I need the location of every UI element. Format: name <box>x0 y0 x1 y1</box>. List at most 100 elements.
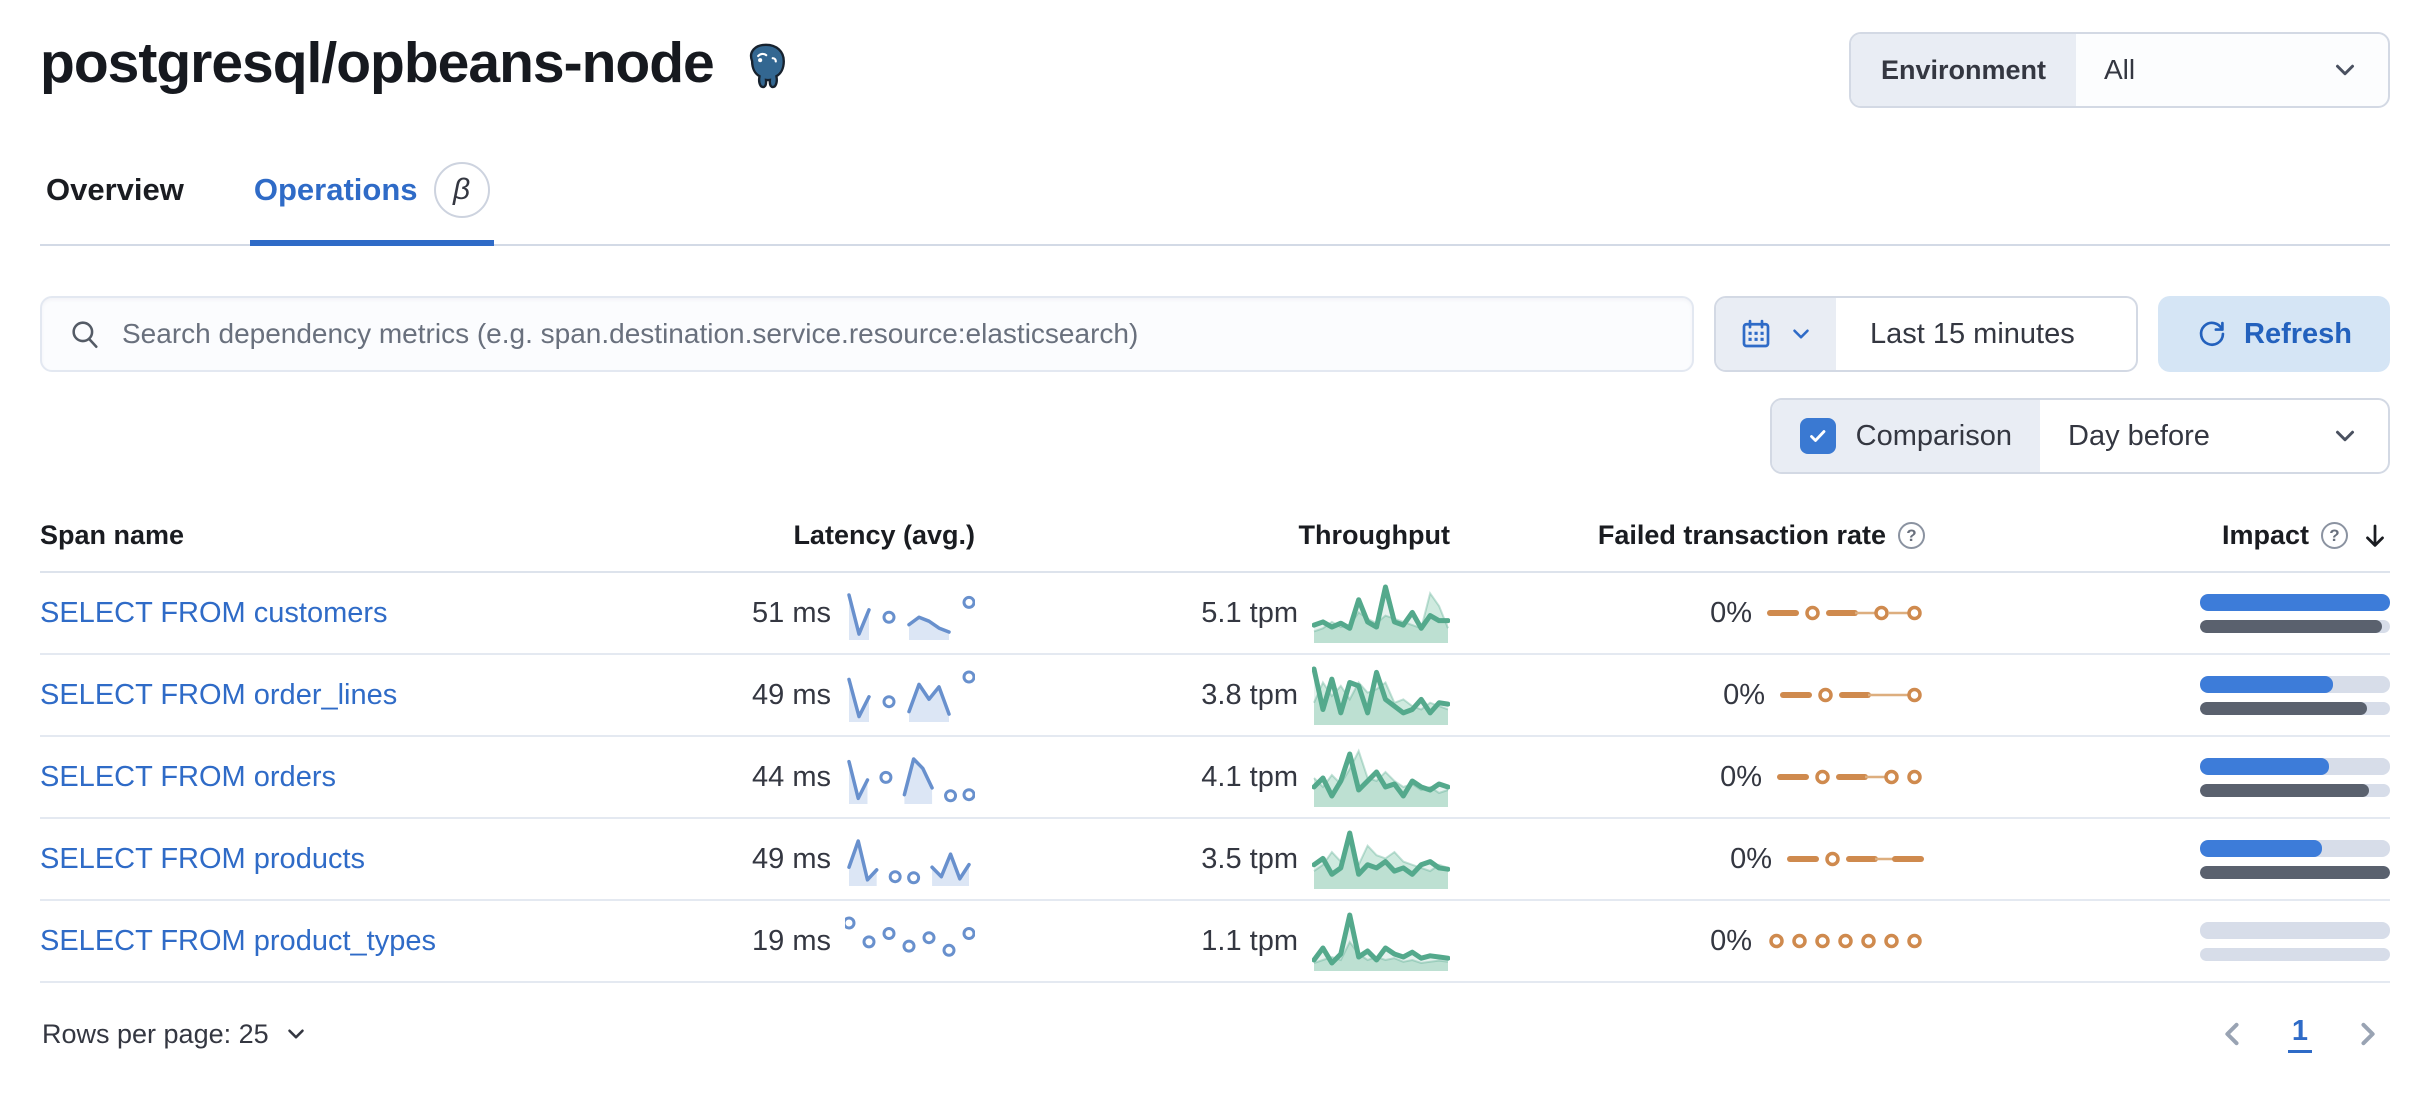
apm-dependency-page: postgresql/opbeans-node Environment All … <box>40 31 2390 1055</box>
throughput-value: 3.5 tpm <box>1201 842 1298 875</box>
throughput-sparkline <box>1312 584 1450 643</box>
chevron-down-icon <box>2336 430 2354 442</box>
rows-per-page-button[interactable]: Rows per page: 25 <box>42 1019 309 1050</box>
search-input[interactable] <box>122 318 1666 350</box>
failed-rate-sparkline <box>1777 769 1922 785</box>
page-title: postgresql/opbeans-node <box>40 31 715 95</box>
time-picker: Last 15 minutes <box>1714 296 2138 372</box>
chevron-down-icon <box>1793 329 1809 339</box>
impact-bar-previous <box>2200 701 2390 715</box>
impact-bar-previous <box>2200 619 2390 633</box>
environment-select[interactable]: All <box>2076 34 2388 106</box>
calendar-icon <box>1742 319 1770 348</box>
help-icon: ? <box>2321 522 2348 549</box>
impact-bar-current <box>2200 839 2390 857</box>
refresh-button[interactable]: Refresh <box>2158 296 2390 372</box>
comparison-select-value: Day before <box>2068 419 2210 452</box>
time-range-value[interactable]: Last 15 minutes <box>1870 317 2075 350</box>
throughput-value: 1.1 tpm <box>1201 924 1298 957</box>
impact-bar-current <box>2200 757 2390 775</box>
span-name-link[interactable]: SELECT FROM orders <box>40 760 336 793</box>
failed-rate-value: 0% <box>1710 596 1752 629</box>
next-page-button[interactable] <box>2346 1013 2388 1055</box>
tab-operations-label: Operations <box>253 172 418 207</box>
rows-per-page-label: Rows per page: 25 <box>42 1018 269 1049</box>
comparison-label: Comparison <box>1855 419 2012 452</box>
failed-rate-sparkline <box>1787 851 1924 867</box>
failed-rate-value: 0% <box>1730 842 1772 875</box>
latency-value: 49 ms <box>752 678 831 711</box>
failed-rate-sparkline <box>1767 605 1922 621</box>
throughput-sparkline <box>1312 748 1450 807</box>
impact-bars <box>2200 593 2390 633</box>
throughput-value: 4.1 tpm <box>1201 760 1298 793</box>
table-row: SELECT FROM order_lines 49 ms 3.8 tpm 0% <box>40 655 2390 737</box>
latency-sparkline <box>847 839 971 886</box>
environment-filter-label: Environment <box>1850 34 2076 106</box>
span-name-link[interactable]: SELECT FROM customers <box>40 596 388 629</box>
column-header-throughput: Throughput <box>1298 520 1450 550</box>
comparison-select[interactable]: Day before <box>2040 400 2388 472</box>
impact-bars <box>2200 921 2390 961</box>
throughput-sparkline <box>1312 912 1450 971</box>
latency-sparkline <box>845 916 975 957</box>
impact-bars <box>2200 757 2390 797</box>
latency-value: 19 ms <box>752 924 831 957</box>
latency-value: 49 ms <box>752 842 831 875</box>
latency-sparkline <box>847 593 975 640</box>
table-row: SELECT FROM products 49 ms 3.5 tpm 0% <box>40 819 2390 901</box>
comparison-checkbox[interactable] <box>1799 418 1836 454</box>
impact-bar-current <box>2200 921 2390 939</box>
latency-value: 51 ms <box>752 596 831 629</box>
column-header-latency: Latency (avg.) <box>793 520 975 550</box>
table-row: SELECT FROM product_types 19 ms 1.1 tpm … <box>40 901 2390 983</box>
table-row: SELECT FROM customers 51 ms 5.1 tpm 0% <box>40 573 2390 655</box>
check-icon <box>1809 430 1826 442</box>
postgresql-logo-icon <box>749 43 785 89</box>
impact-bar-previous <box>2200 947 2390 961</box>
span-name-link[interactable]: SELECT FROM order_lines <box>40 678 398 711</box>
tab-overview[interactable]: Overview <box>42 162 188 244</box>
environment-select-value: All <box>2104 54 2136 85</box>
table-row: SELECT FROM orders 44 ms 4.1 tpm 0% <box>40 737 2390 819</box>
beta-badge: β <box>433 162 490 218</box>
previous-page-button[interactable] <box>2212 1013 2254 1055</box>
tab-operations[interactable]: Operations β <box>249 162 494 246</box>
span-name-link[interactable]: SELECT FROM product_types <box>40 924 436 957</box>
latency-sparkline <box>847 757 975 804</box>
time-picker-calendar-button[interactable] <box>1716 298 1836 370</box>
column-header-span-name: Span name <box>40 520 185 550</box>
refresh-icon <box>2199 321 2225 346</box>
search-icon <box>72 321 98 349</box>
help-icon: ? <box>1898 522 1925 549</box>
failed-rate-sparkline <box>1769 933 1922 949</box>
comparison-control: Comparison Day before <box>1769 398 2390 474</box>
impact-bars <box>2200 675 2390 715</box>
impact-bars <box>2200 839 2390 879</box>
throughput-sparkline <box>1312 666 1450 725</box>
chevron-left-icon <box>2225 1022 2239 1046</box>
chevron-down-icon <box>2336 64 2354 76</box>
throughput-sparkline <box>1312 830 1450 889</box>
throughput-value: 5.1 tpm <box>1201 596 1298 629</box>
throughput-value: 3.8 tpm <box>1201 678 1298 711</box>
impact-bar-current <box>2200 675 2390 693</box>
operations-table: Span name Latency (avg.) Throughput Fail… <box>40 520 2390 983</box>
impact-bar-current <box>2200 593 2390 611</box>
chevron-right-icon <box>2361 1022 2375 1046</box>
environment-filter: Environment All <box>1848 32 2390 108</box>
latency-value: 44 ms <box>752 760 831 793</box>
column-header-impact[interactable]: Impact ? <box>1925 520 2390 551</box>
failed-rate-value: 0% <box>1723 678 1765 711</box>
sort-descending-icon <box>2366 524 2384 547</box>
impact-bar-previous <box>2200 865 2390 879</box>
refresh-button-label: Refresh <box>2244 317 2352 350</box>
failed-rate-value: 0% <box>1710 924 1752 957</box>
failed-rate-value: 0% <box>1720 760 1762 793</box>
impact-bar-previous <box>2200 783 2390 797</box>
page-number[interactable]: 1 <box>2287 1015 2312 1053</box>
table-body: SELECT FROM customers 51 ms 5.1 tpm 0% S… <box>40 573 2390 983</box>
failed-rate-sparkline <box>1780 687 1922 703</box>
search-box <box>40 296 1694 372</box>
span-name-link[interactable]: SELECT FROM products <box>40 842 366 875</box>
